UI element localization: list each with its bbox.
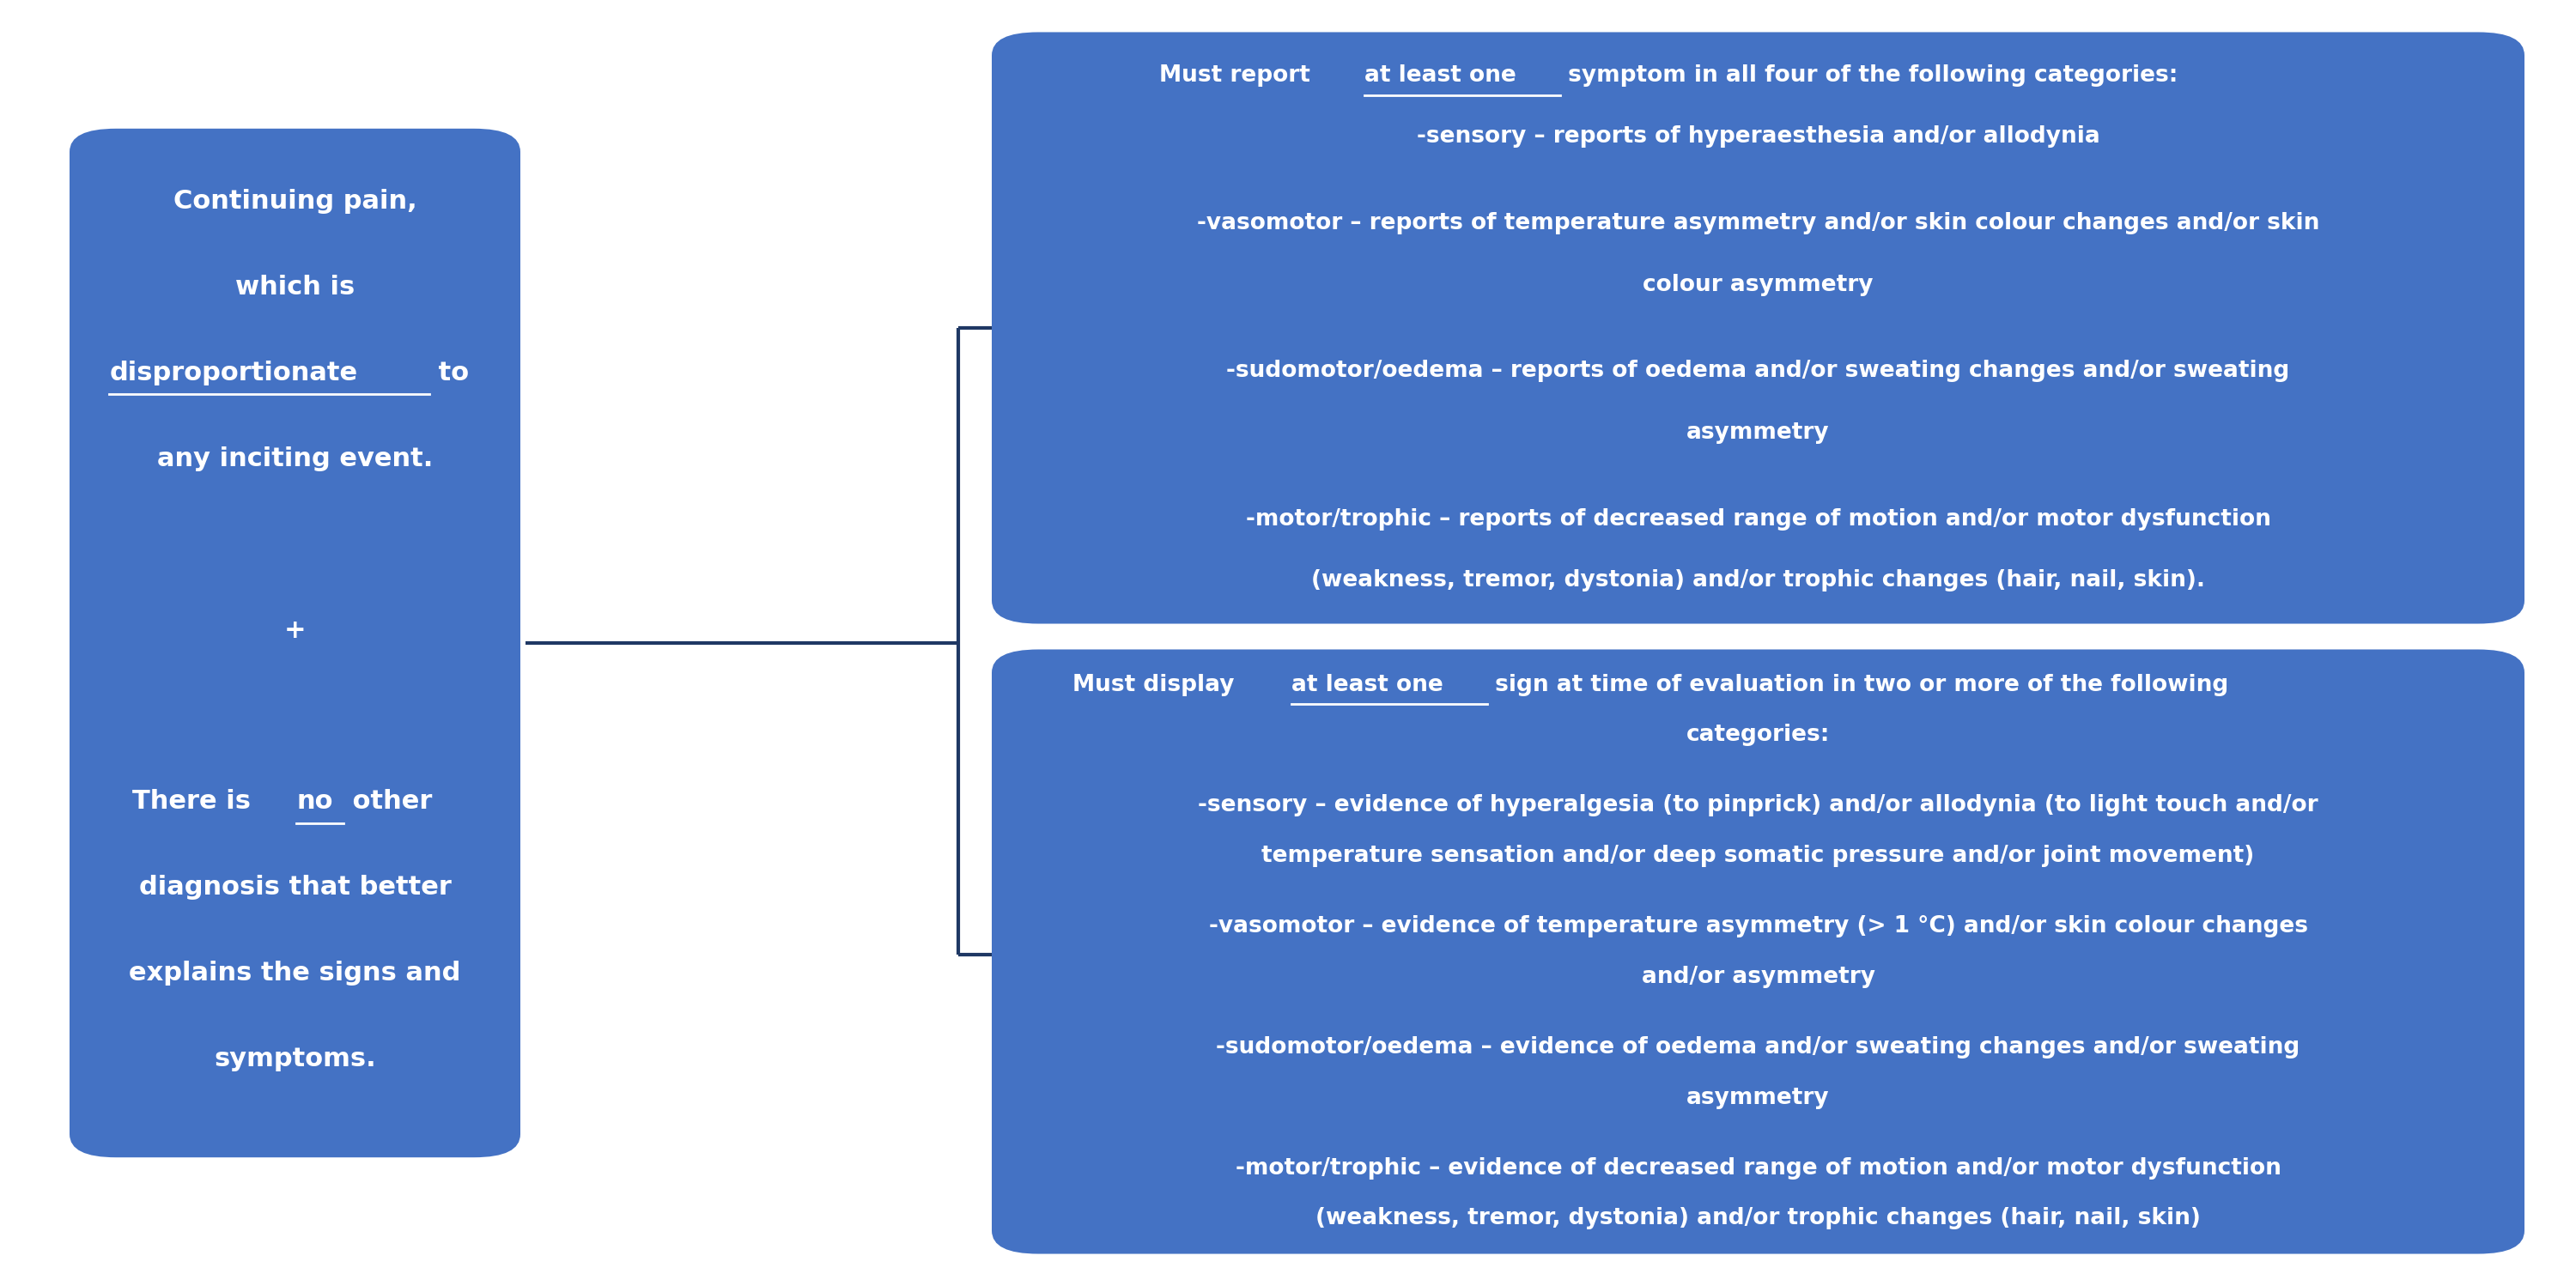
Text: at least one: at least one	[1291, 674, 1443, 696]
Text: Must display: Must display	[1072, 674, 1242, 696]
Text: asymmetry: asymmetry	[1687, 1087, 1829, 1109]
Text: -vasomotor – reports of temperature asymmetry and/or skin colour changes and/or : -vasomotor – reports of temperature asym…	[1198, 212, 2318, 234]
Text: any inciting event.: any inciting event.	[157, 446, 433, 471]
Text: Must report: Must report	[1159, 64, 1319, 86]
Text: explains the signs and: explains the signs and	[129, 961, 461, 985]
Text: (weakness, tremor, dystonia) and/or trophic changes (hair, nail, skin): (weakness, tremor, dystonia) and/or trop…	[1316, 1208, 2200, 1229]
Text: -motor/trophic – reports of decreased range of motion and/or motor dysfunction: -motor/trophic – reports of decreased ra…	[1247, 508, 2269, 530]
Text: -sensory – evidence of hyperalgesia (to pinprick) and/or allodynia (to light tou: -sensory – evidence of hyperalgesia (to …	[1198, 795, 2318, 817]
FancyBboxPatch shape	[992, 649, 2524, 1254]
Text: other: other	[343, 790, 433, 814]
Text: There is: There is	[131, 790, 260, 814]
Text: symptom in all four of the following categories:: symptom in all four of the following cat…	[1561, 64, 2177, 86]
Text: disproportionate: disproportionate	[108, 360, 358, 386]
Text: +: +	[283, 617, 307, 643]
Text: diagnosis that better: diagnosis that better	[139, 874, 451, 900]
Text: categories:: categories:	[1687, 724, 1829, 746]
Text: -sudomotor/oedema – evidence of oedema and/or sweating changes and/or sweating: -sudomotor/oedema – evidence of oedema a…	[1216, 1037, 2300, 1058]
Text: -vasomotor – evidence of temperature asymmetry (> 1 °C) and/or skin colour chang: -vasomotor – evidence of temperature asy…	[1208, 916, 2308, 937]
Text: asymmetry: asymmetry	[1687, 422, 1829, 444]
Text: colour asymmetry: colour asymmetry	[1643, 274, 1873, 296]
Text: which is: which is	[234, 275, 355, 300]
Text: -sensory – reports of hyperaesthesia and/or allodynia: -sensory – reports of hyperaesthesia and…	[1417, 126, 2099, 148]
Text: no: no	[296, 790, 332, 814]
Text: symptoms.: symptoms.	[214, 1047, 376, 1071]
Text: temperature sensation and/or deep somatic pressure and/or joint movement): temperature sensation and/or deep somati…	[1262, 845, 2254, 867]
FancyBboxPatch shape	[70, 129, 520, 1157]
Text: and/or asymmetry: and/or asymmetry	[1641, 966, 1875, 988]
Text: to: to	[430, 360, 469, 386]
Text: -motor/trophic – evidence of decreased range of motion and/or motor dysfunction: -motor/trophic – evidence of decreased r…	[1236, 1157, 2280, 1179]
Text: Continuing pain,: Continuing pain,	[173, 189, 417, 213]
FancyBboxPatch shape	[992, 32, 2524, 624]
Text: -sudomotor/oedema – reports of oedema and/or sweating changes and/or sweating: -sudomotor/oedema – reports of oedema an…	[1226, 360, 2290, 382]
Text: at least one: at least one	[1365, 64, 1515, 86]
Text: (weakness, tremor, dystonia) and/or trophic changes (hair, nail, skin).: (weakness, tremor, dystonia) and/or trop…	[1311, 570, 2205, 592]
Text: sign at time of evaluation in two or more of the following: sign at time of evaluation in two or mor…	[1486, 674, 2228, 696]
